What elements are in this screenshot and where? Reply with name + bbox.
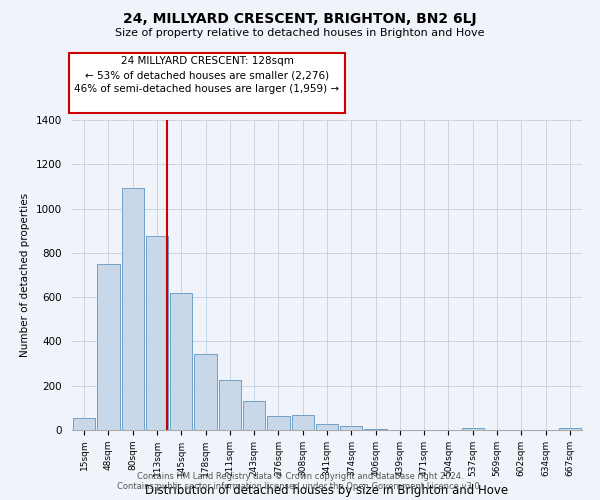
- Bar: [316, 424, 338, 430]
- Bar: [340, 426, 362, 430]
- Y-axis label: Number of detached properties: Number of detached properties: [20, 193, 31, 357]
- Bar: [122, 188, 144, 430]
- X-axis label: Distribution of detached houses by size in Brighton and Hove: Distribution of detached houses by size …: [145, 484, 509, 498]
- Text: Contains HM Land Registry data © Crown copyright and database right 2024.
Contai: Contains HM Land Registry data © Crown c…: [118, 472, 482, 491]
- Bar: [292, 414, 314, 430]
- Bar: [170, 292, 193, 430]
- Bar: [97, 264, 119, 430]
- Bar: [218, 380, 241, 430]
- Bar: [73, 418, 95, 430]
- Bar: [559, 428, 581, 430]
- Bar: [267, 416, 290, 430]
- Bar: [461, 428, 484, 430]
- Bar: [194, 354, 217, 430]
- Text: 24 MILLYARD CRESCENT: 128sqm
← 53% of detached houses are smaller (2,276)
46% of: 24 MILLYARD CRESCENT: 128sqm ← 53% of de…: [74, 56, 340, 94]
- Bar: [364, 429, 387, 430]
- Text: Size of property relative to detached houses in Brighton and Hove: Size of property relative to detached ho…: [115, 28, 485, 38]
- Text: 24, MILLYARD CRESCENT, BRIGHTON, BN2 6LJ: 24, MILLYARD CRESCENT, BRIGHTON, BN2 6LJ: [123, 12, 477, 26]
- Bar: [243, 401, 265, 430]
- Bar: [146, 236, 168, 430]
